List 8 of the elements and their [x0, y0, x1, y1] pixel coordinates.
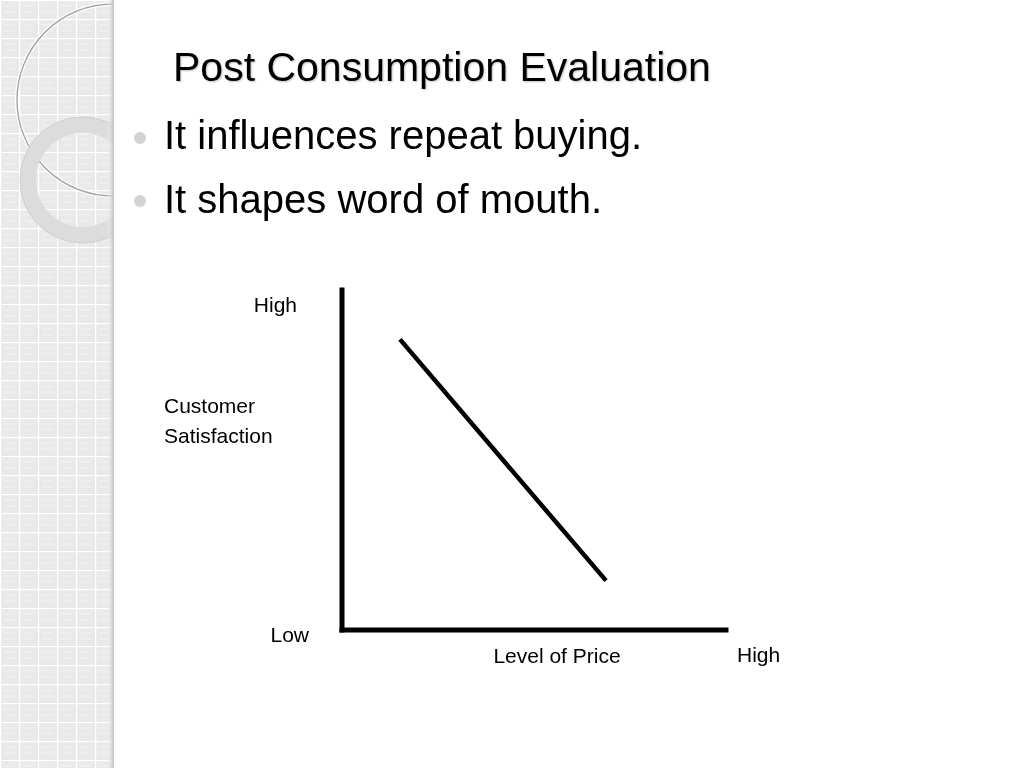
- text: It influences repeat buying.: [164, 113, 643, 157]
- text: It shapes word of mouth.: [164, 177, 603, 221]
- text: High: [253, 293, 297, 316]
- chart-title: Post Consumption Evaluation: [173, 44, 711, 90]
- x-axis-title: Level of Price: [493, 644, 621, 667]
- y-axis-title: Customer Satisfaction: [164, 394, 273, 447]
- text: High: [737, 643, 781, 666]
- text: Low: [270, 623, 309, 646]
